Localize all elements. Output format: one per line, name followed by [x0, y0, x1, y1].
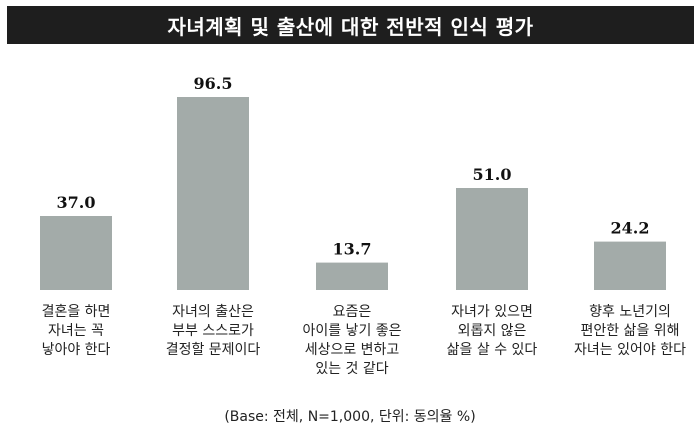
bar-1	[40, 216, 112, 290]
bar-5	[594, 241, 666, 290]
title-bar: 자녀계획 및 출산에 대한 전반적 인식 평가	[7, 6, 694, 44]
value-label-5: 24.2	[611, 219, 650, 238]
value-label-3: 13.7	[333, 240, 372, 259]
category-label-3: 요즘은 아이를 낳기 좋은 세상으로 변하고 있는 것 같다	[302, 304, 402, 377]
value-label-4: 51.0	[473, 165, 512, 184]
category-label-5: 향후 노년기의 편안한 삶을 위해 자녀는 있어야 한다	[574, 304, 686, 358]
value-label-1: 37.0	[57, 193, 96, 212]
chart-title: 자녀계획 및 출산에 대한 전반적 인식 평가	[167, 14, 534, 39]
value-label-2: 96.5	[194, 74, 233, 93]
category-label-1: 결혼을 하면 자녀는 꼭 낳아야 한다	[41, 304, 111, 358]
footnote: (Base: 전체, N=1,000, 단위: 동의율 %)	[224, 409, 476, 425]
bar-2	[177, 97, 249, 290]
category-label-2: 자녀의 출산은 부부 스스로가 결정할 문제이다	[165, 304, 261, 358]
bar-4	[456, 188, 528, 290]
bar-3	[316, 262, 388, 290]
category-label-4: 자녀가 있으면 외롭지 않은 삶을 살 수 있다	[446, 304, 538, 358]
